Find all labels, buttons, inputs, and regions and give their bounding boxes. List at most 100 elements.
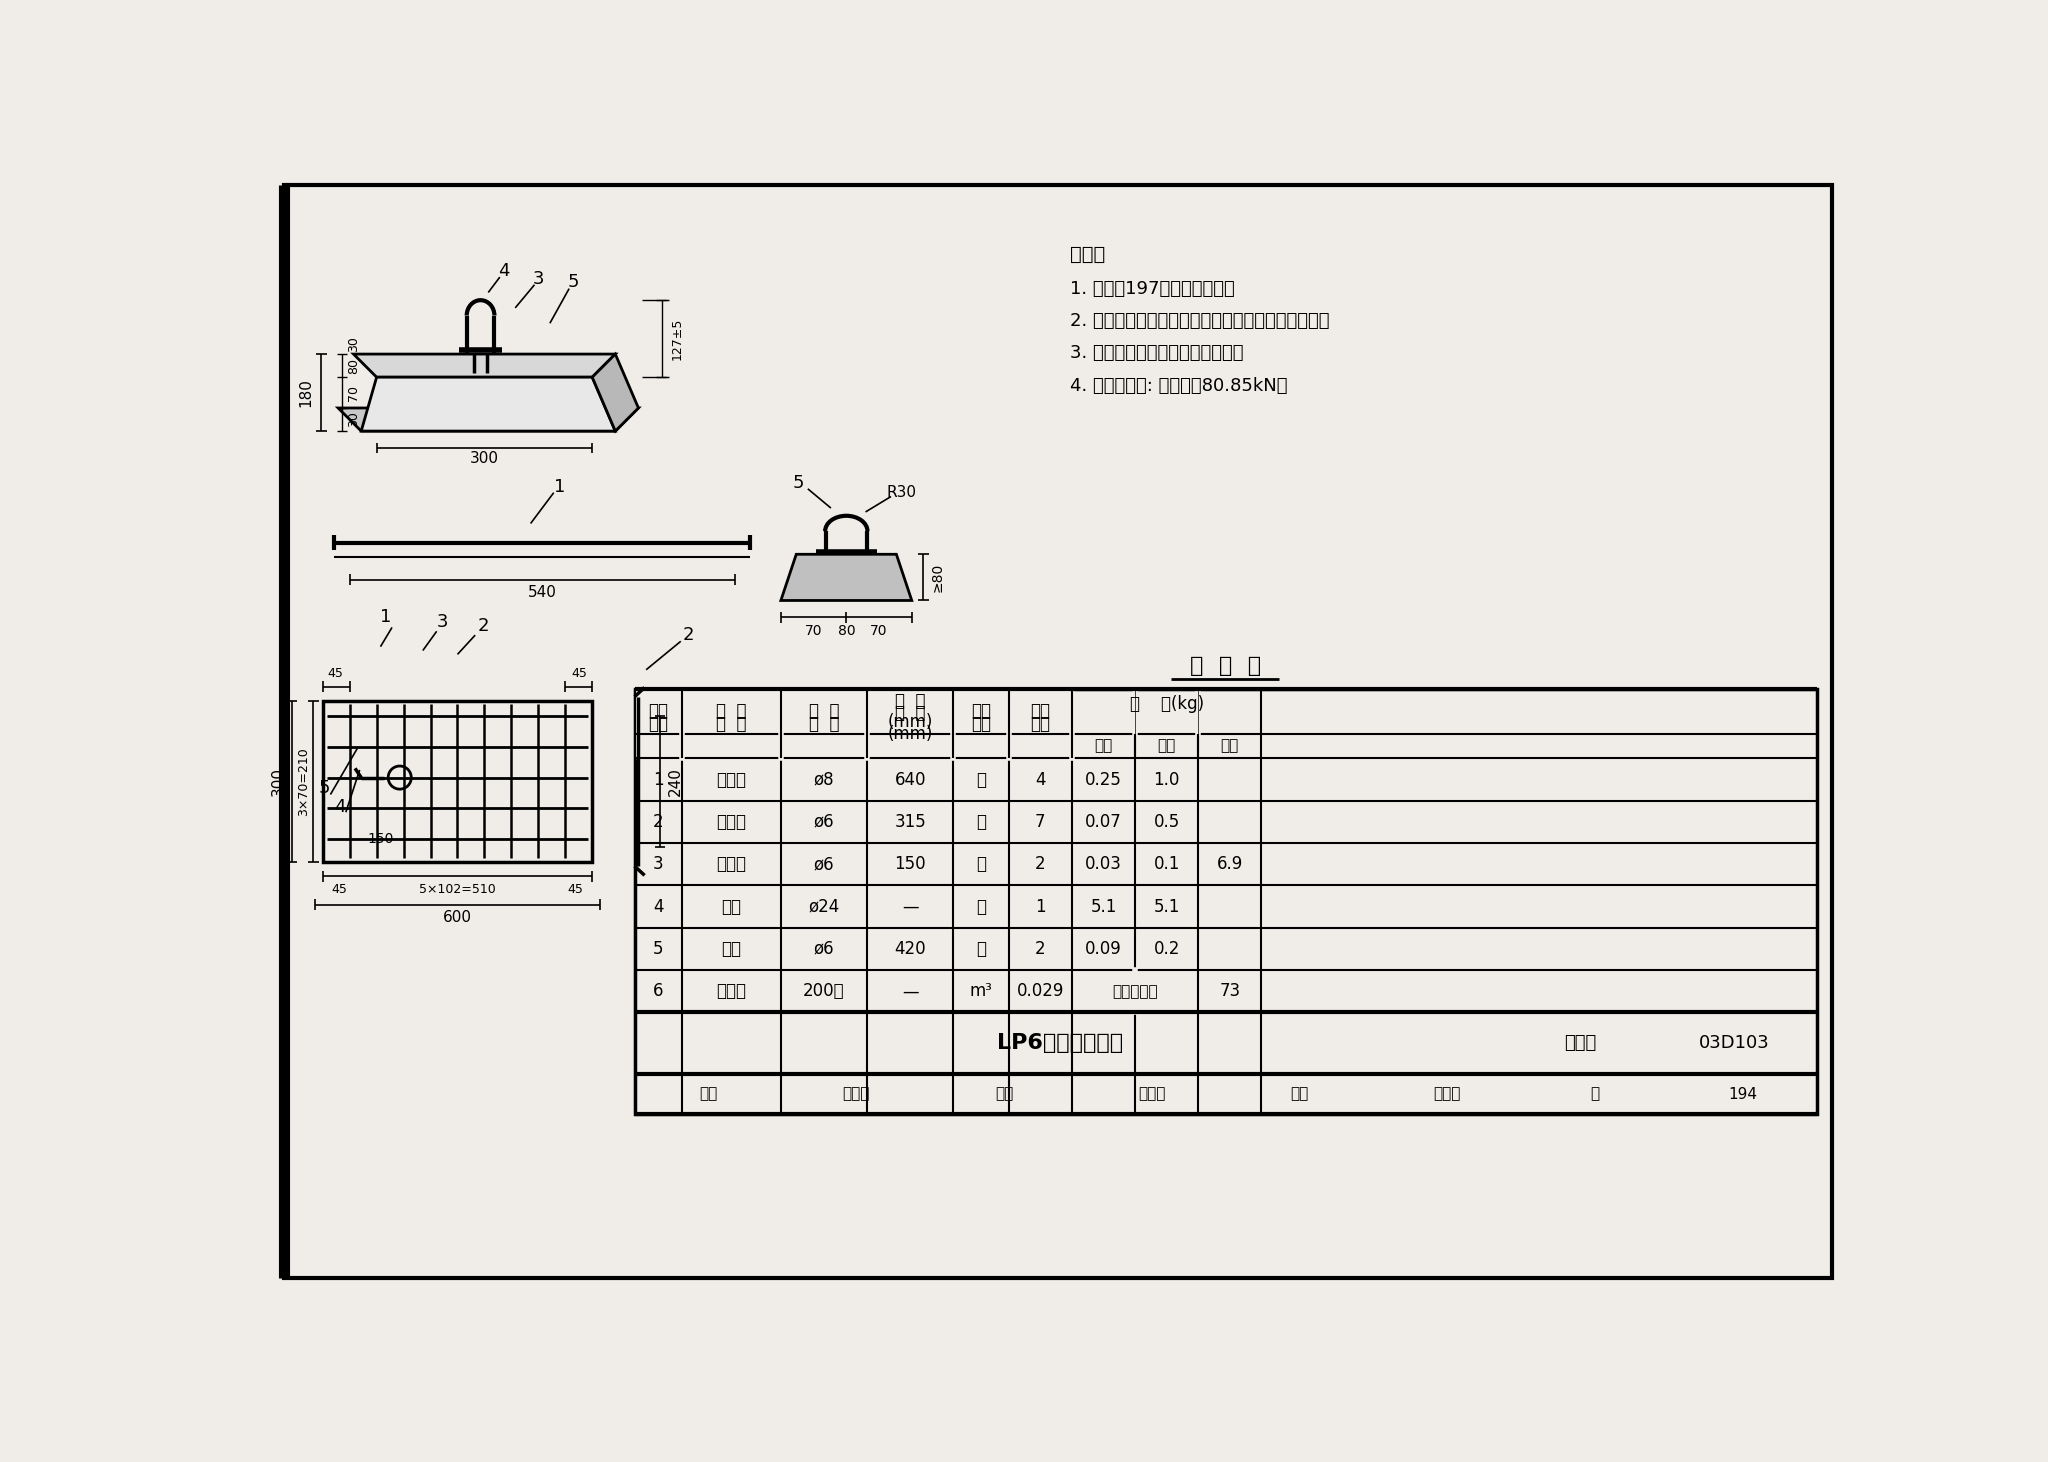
Text: 0.029: 0.029 [1016,982,1065,1000]
Text: 3: 3 [532,269,545,288]
Text: 单位: 单位 [971,702,991,721]
Text: 吊环: 吊环 [721,940,741,958]
Text: 200号: 200号 [803,982,846,1000]
Text: 7: 7 [1034,813,1047,830]
Text: 规  格: 规 格 [809,715,840,732]
Text: 1. 拉环见197页拉环制造图。: 1. 拉环见197页拉环制造图。 [1069,279,1235,298]
Text: 180: 180 [299,379,313,406]
Text: 3: 3 [653,855,664,873]
Text: 1.0: 1.0 [1153,770,1180,788]
Text: m³: m³ [969,982,993,1000]
Text: 45: 45 [328,667,344,680]
Text: 明  细  表: 明 细 表 [1190,656,1262,675]
Polygon shape [780,554,911,601]
Text: ≥80: ≥80 [930,563,944,592]
Text: 4. 拉线盘强度: 极限拉力80.85kN。: 4. 拉线盘强度: 极限拉力80.85kN。 [1069,377,1286,395]
Text: 序号: 序号 [649,702,668,721]
Text: 部件总质量: 部件总质量 [1112,984,1157,999]
Text: ø24: ø24 [809,898,840,915]
Text: 5: 5 [319,779,330,797]
Text: 600: 600 [442,911,471,925]
Text: 个: 个 [977,940,985,958]
Text: 5.1: 5.1 [1090,898,1116,915]
Text: 名  称: 名 称 [717,702,748,721]
Text: 3: 3 [436,613,449,632]
Text: 数量: 数量 [1030,702,1051,721]
Text: 设计: 设计 [1290,1086,1309,1101]
Text: ø6: ø6 [813,940,834,958]
Text: 0.2: 0.2 [1153,940,1180,958]
Text: 127±5: 127±5 [670,317,684,360]
Text: 混凝土: 混凝土 [717,982,748,1000]
Text: 根: 根 [977,813,985,830]
Text: 4: 4 [1034,770,1047,788]
Text: 短钢筋: 短钢筋 [717,855,748,873]
Text: 1: 1 [381,608,391,626]
Text: 5: 5 [653,940,664,958]
Text: 一件: 一件 [1094,738,1112,753]
Text: 5.1: 5.1 [1153,898,1180,915]
Text: 4: 4 [653,898,664,915]
Bar [635,689,1817,1114]
Text: 70: 70 [805,624,823,639]
Text: 规  格: 规 格 [809,702,840,721]
Text: 70: 70 [870,624,887,639]
Text: 根: 根 [977,855,985,873]
Text: 1: 1 [1034,898,1047,915]
Text: 80: 80 [838,624,856,639]
Text: 150: 150 [367,832,393,846]
Bar [324,700,592,863]
Text: 73: 73 [1219,982,1241,1000]
Text: 45: 45 [332,883,348,896]
Text: 194: 194 [1729,1086,1757,1101]
Text: 质    量(kg): 质 量(kg) [1130,694,1204,712]
Text: 0.1: 0.1 [1153,855,1180,873]
Text: 150: 150 [895,855,926,873]
Text: 240: 240 [668,768,682,795]
Text: 0.03: 0.03 [1085,855,1122,873]
Text: 80: 80 [346,358,360,374]
Text: 315: 315 [895,813,926,830]
Text: 页: 页 [1591,1086,1599,1101]
Text: 李林宝: 李林宝 [842,1086,870,1101]
Text: 合计: 合计 [1221,738,1239,753]
Text: 付: 付 [977,898,985,915]
Text: 廉冬梅: 廉冬梅 [1434,1086,1460,1101]
Text: 420: 420 [895,940,926,958]
Text: 4: 4 [498,262,510,279]
Text: 45: 45 [571,667,588,680]
Text: 0.07: 0.07 [1085,813,1122,830]
Text: 30: 30 [346,336,360,352]
Polygon shape [360,377,614,431]
Text: 小计: 小计 [1157,738,1176,753]
Text: 长  度
(mm): 长 度 (mm) [887,705,934,743]
Text: 03D103: 03D103 [1698,1034,1769,1053]
Text: 2: 2 [1034,855,1047,873]
Text: LP6拉线盘制造图: LP6拉线盘制造图 [997,1034,1122,1053]
Text: 6: 6 [653,982,664,1000]
Text: 根: 根 [977,770,985,788]
Text: 30: 30 [346,412,360,427]
Text: 5×102=510: 5×102=510 [420,883,496,896]
Text: 名  称: 名 称 [717,715,748,732]
Text: 拉环: 拉环 [721,898,741,915]
Text: 序号: 序号 [649,715,668,732]
Text: 数量: 数量 [1030,715,1051,732]
Text: 45: 45 [567,883,584,896]
Text: 4: 4 [334,798,346,816]
Text: R30: R30 [887,485,918,500]
Text: 640: 640 [895,770,926,788]
Text: 2. 在浇制混凝土以前，用铁丝将拉环与短钢筋扎牢。: 2. 在浇制混凝土以前，用铁丝将拉环与短钢筋扎牢。 [1069,311,1329,330]
Polygon shape [354,354,614,377]
Text: ø8: ø8 [813,770,834,788]
Text: 300: 300 [270,768,285,795]
Text: ø6: ø6 [813,813,834,830]
Text: 王南东: 王南东 [1139,1086,1165,1101]
Text: 300: 300 [469,450,500,465]
Text: 审核: 审核 [698,1086,717,1101]
Text: 2: 2 [1034,940,1047,958]
Text: 付钢筋: 付钢筋 [717,813,748,830]
Polygon shape [338,408,639,431]
Text: 5: 5 [567,273,580,291]
Text: 主钢筋: 主钢筋 [717,770,748,788]
